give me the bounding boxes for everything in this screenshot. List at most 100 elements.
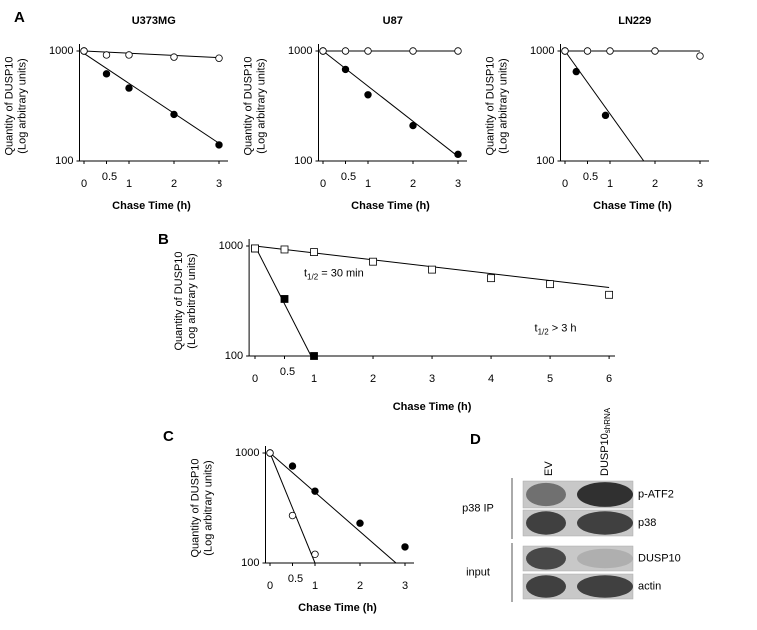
x-axis-label: Chase Time (h) <box>393 401 472 413</box>
data-point <box>215 54 223 62</box>
x-tick-label: 0.5 <box>341 171 356 183</box>
data-point <box>428 265 436 274</box>
annotation-subscript: 1/2 <box>538 328 550 337</box>
annotation-text: = 30 min <box>318 267 364 279</box>
data-point <box>601 111 610 120</box>
x-tick-label: 2 <box>652 178 658 190</box>
blot-band <box>577 482 633 507</box>
blot-band <box>526 511 566 535</box>
x-tick-label: 0 <box>320 178 326 190</box>
fit-line <box>269 452 397 564</box>
chart-title: LN229 <box>618 15 651 27</box>
data-point <box>572 67 580 76</box>
data-point <box>280 245 289 254</box>
blot-band <box>526 575 566 598</box>
data-point <box>605 290 613 299</box>
data-point <box>409 121 417 130</box>
data-point <box>311 550 319 558</box>
row-label: p38 <box>638 517 656 529</box>
x-tick-label: 0.5 <box>583 171 598 183</box>
data-point <box>546 280 554 289</box>
x-tick-label: 6 <box>606 373 612 385</box>
data-point <box>583 47 592 55</box>
data-point <box>606 47 614 55</box>
x-tick-label: 2 <box>410 178 416 190</box>
x-tick-label: 0 <box>81 178 87 190</box>
data-point <box>288 462 297 470</box>
fit-line <box>564 50 645 162</box>
x-tick-label: 1 <box>607 178 613 190</box>
data-point <box>487 274 495 283</box>
chart-title: U373MG <box>132 15 176 27</box>
data-point <box>266 449 274 457</box>
data-point <box>251 244 259 253</box>
data-point <box>170 53 178 61</box>
data-point <box>319 47 327 55</box>
data-point <box>696 52 704 60</box>
y-axis-label: (Log arbitrary units) <box>255 58 267 153</box>
y-tick-label: 100 <box>225 350 243 362</box>
x-tick-label: 1 <box>311 373 317 385</box>
y-tick-label: 1000 <box>530 45 554 57</box>
blot-band <box>526 547 566 570</box>
data-point <box>280 295 289 303</box>
panel-label: C <box>163 428 174 445</box>
data-point <box>364 47 372 55</box>
y-tick-label: 100 <box>536 155 554 167</box>
data-point <box>102 51 111 59</box>
x-tick-label: 1 <box>126 178 132 190</box>
y-axis-label: Quantity of DUSP10 <box>189 458 201 557</box>
y-axis-label: Quantity of DUSP10 <box>173 251 185 350</box>
data-point <box>651 47 659 55</box>
y-tick-label: 100 <box>55 155 73 167</box>
data-point <box>102 70 111 78</box>
y-tick-label: 1000 <box>219 240 243 252</box>
x-tick-label: 3 <box>455 178 461 190</box>
x-tick-label: 2 <box>357 580 363 592</box>
group-label: p38 IP <box>462 502 494 514</box>
row-label: DUSP10 <box>638 552 681 564</box>
data-point <box>125 84 133 92</box>
data-point <box>288 511 297 520</box>
blot-band <box>577 548 633 569</box>
x-tick-label: 2 <box>171 178 177 190</box>
panel-label: A <box>14 9 25 26</box>
data-point <box>310 352 318 360</box>
annotation-subscript: 1/2 <box>307 273 319 282</box>
data-point <box>454 47 462 55</box>
x-tick-label: 0.5 <box>280 366 295 378</box>
data-point <box>215 141 223 149</box>
blot-band <box>577 575 633 598</box>
chart-title: U87 <box>383 15 403 27</box>
blot-band <box>526 482 566 507</box>
data-point <box>409 47 417 55</box>
x-axis-label: Chase Time (h) <box>351 200 430 212</box>
y-axis-label: Quantity of DUSP10 <box>484 56 496 155</box>
row-label: p-ATF2 <box>638 488 674 500</box>
x-axis-label: Chase Time (h) <box>593 200 672 212</box>
annotation-text: t <box>304 267 307 279</box>
data-point <box>310 248 318 257</box>
y-axis-label: (Log arbitrary units) <box>497 58 509 153</box>
y-axis-label: Quantity of DUSP10 <box>3 56 15 155</box>
x-tick-label: 1 <box>312 580 318 592</box>
y-tick-label: 1000 <box>49 45 73 57</box>
x-tick-label: 5 <box>547 373 553 385</box>
data-point <box>356 519 364 527</box>
y-tick-label: 1000 <box>235 447 259 459</box>
blot-band <box>577 511 633 535</box>
x-tick-label: 0 <box>267 580 273 592</box>
lane-label: DUSP10shRNA <box>599 407 612 476</box>
x-tick-label: 4 <box>488 373 494 385</box>
fit-line <box>83 53 220 144</box>
data-point <box>170 110 178 119</box>
x-axis-label: Chase Time (h) <box>298 602 377 614</box>
lane-label: EV <box>543 461 555 476</box>
x-tick-label: 3 <box>216 178 222 190</box>
group-label: input <box>466 566 490 578</box>
x-tick-label: 3 <box>697 178 703 190</box>
data-point <box>341 47 350 55</box>
y-tick-label: 100 <box>241 557 259 569</box>
data-point <box>125 51 133 59</box>
